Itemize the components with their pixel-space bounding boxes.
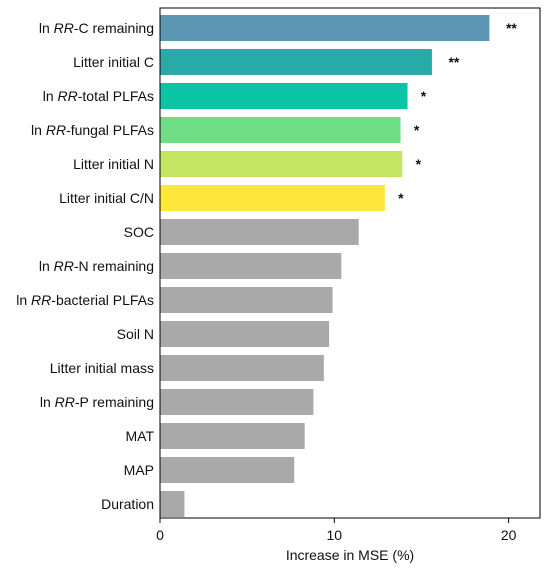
category-label: ln RR-P remaining: [40, 394, 154, 410]
x-tick-label: 10: [327, 527, 343, 543]
category-label: ln RR-bacterial PLFAs: [16, 292, 154, 308]
bar: [160, 15, 490, 41]
bar: [160, 457, 295, 483]
category-label: ln RR-N remaining: [39, 258, 154, 274]
bar: [160, 253, 342, 279]
x-axis-ticks: 0 10 20: [156, 518, 517, 543]
bar: [160, 491, 185, 517]
category-label: ln RR-total PLFAs: [43, 88, 154, 104]
category-label: Litter initial mass: [50, 360, 154, 376]
significance-labels: ********: [398, 20, 517, 206]
significance-label: *: [416, 156, 422, 172]
x-axis-title: Increase in MSE (%): [286, 547, 414, 563]
bar: [160, 287, 333, 313]
plot-frame: [159, 7, 541, 519]
category-label: Litter initial C: [73, 54, 154, 70]
category-label: Soil N: [117, 326, 154, 342]
category-label: MAT: [125, 428, 154, 444]
category-label: MAP: [124, 462, 154, 478]
bar: [160, 321, 330, 347]
bar: [160, 389, 314, 415]
significance-label: *: [398, 190, 404, 206]
category-label: SOC: [124, 224, 154, 240]
x-tick-label: 0: [156, 527, 164, 543]
bar: [160, 83, 408, 109]
x-tick-label: 20: [501, 527, 517, 543]
category-label: Duration: [101, 496, 154, 512]
bar: [160, 423, 305, 449]
bar: [160, 117, 401, 143]
significance-label: **: [448, 54, 459, 70]
significance-label: *: [414, 122, 420, 138]
bar: [160, 151, 403, 177]
category-label: Litter initial N: [73, 156, 154, 172]
category-label: ln RR-fungal PLFAs: [31, 122, 154, 138]
category-label: ln RR-C remaining: [39, 20, 154, 36]
bars-layer: [160, 15, 490, 517]
significance-label: *: [421, 88, 427, 104]
bar: [160, 219, 359, 245]
bar: [160, 185, 385, 211]
bar: [160, 49, 432, 75]
bar: [160, 355, 324, 381]
significance-label: **: [506, 20, 517, 36]
category-labels: ln RR-C remaining Litter initial C ln RR-t…: [16, 20, 154, 512]
category-label: Litter initial C/N: [59, 190, 154, 206]
